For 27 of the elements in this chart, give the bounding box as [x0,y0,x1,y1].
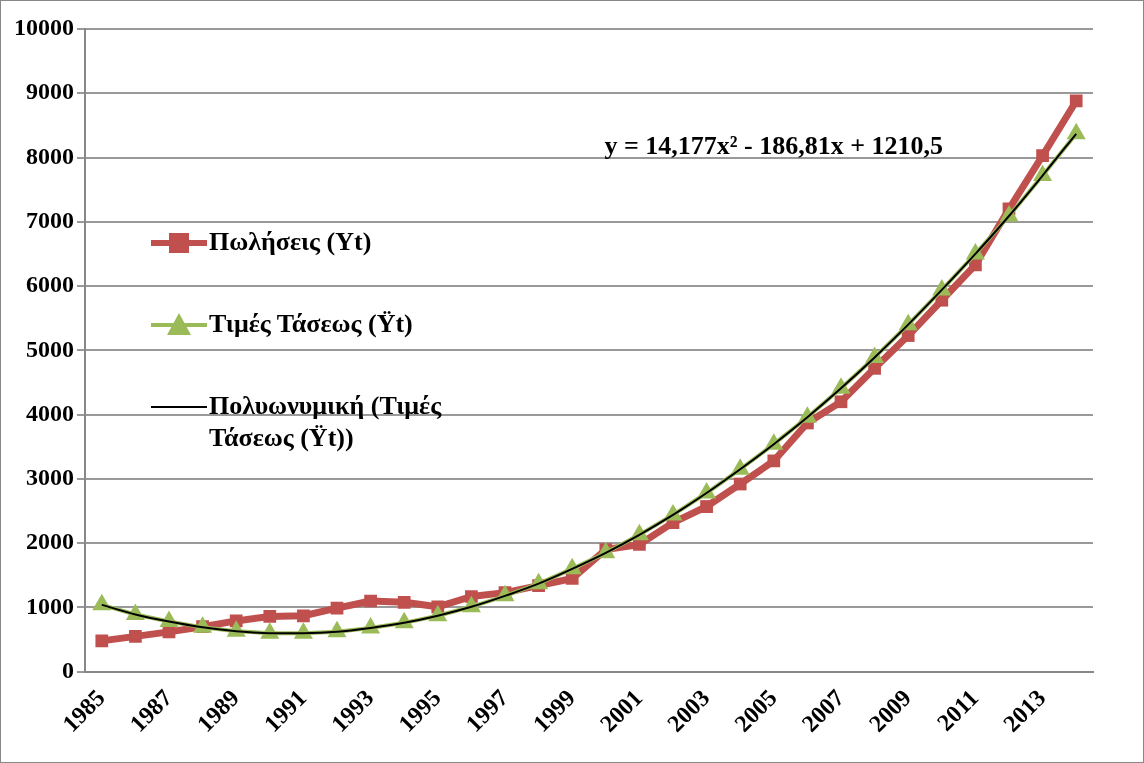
point [1069,94,1083,108]
point [397,595,411,609]
y-tick-label: 5000 [26,335,74,362]
y-tick-label: 8000 [26,142,74,169]
point [767,454,781,468]
point [129,629,142,643]
y-tick-label: 0 [62,656,74,683]
y-tick-label: 7000 [26,207,74,234]
y-tick-label: 10000 [14,14,74,41]
y-tick-label: 9000 [26,78,74,105]
point [364,594,377,608]
legend-label: Πωλήσεις (Yt) [209,226,372,258]
y-tick-label: 2000 [26,528,74,555]
point [297,609,310,623]
point [95,634,109,648]
point [263,610,277,623]
y-tick-label: 1000 [26,592,74,619]
y-tick-label: 3000 [26,464,74,491]
y-tick-label: 6000 [26,271,74,298]
point [1036,149,1049,162]
y-tick-label: 4000 [26,399,74,426]
point [700,500,713,513]
point [834,395,848,409]
point [733,477,747,491]
legend-label: Πολυωνυμική (Τιμές Τάσεως (Ϋt)) [209,390,443,454]
annotation: y = 14,177x² - 186,81x + 1210,5 [604,131,943,160]
legend-label: Τιμές Τάσεως (Ϋt) [209,308,413,340]
